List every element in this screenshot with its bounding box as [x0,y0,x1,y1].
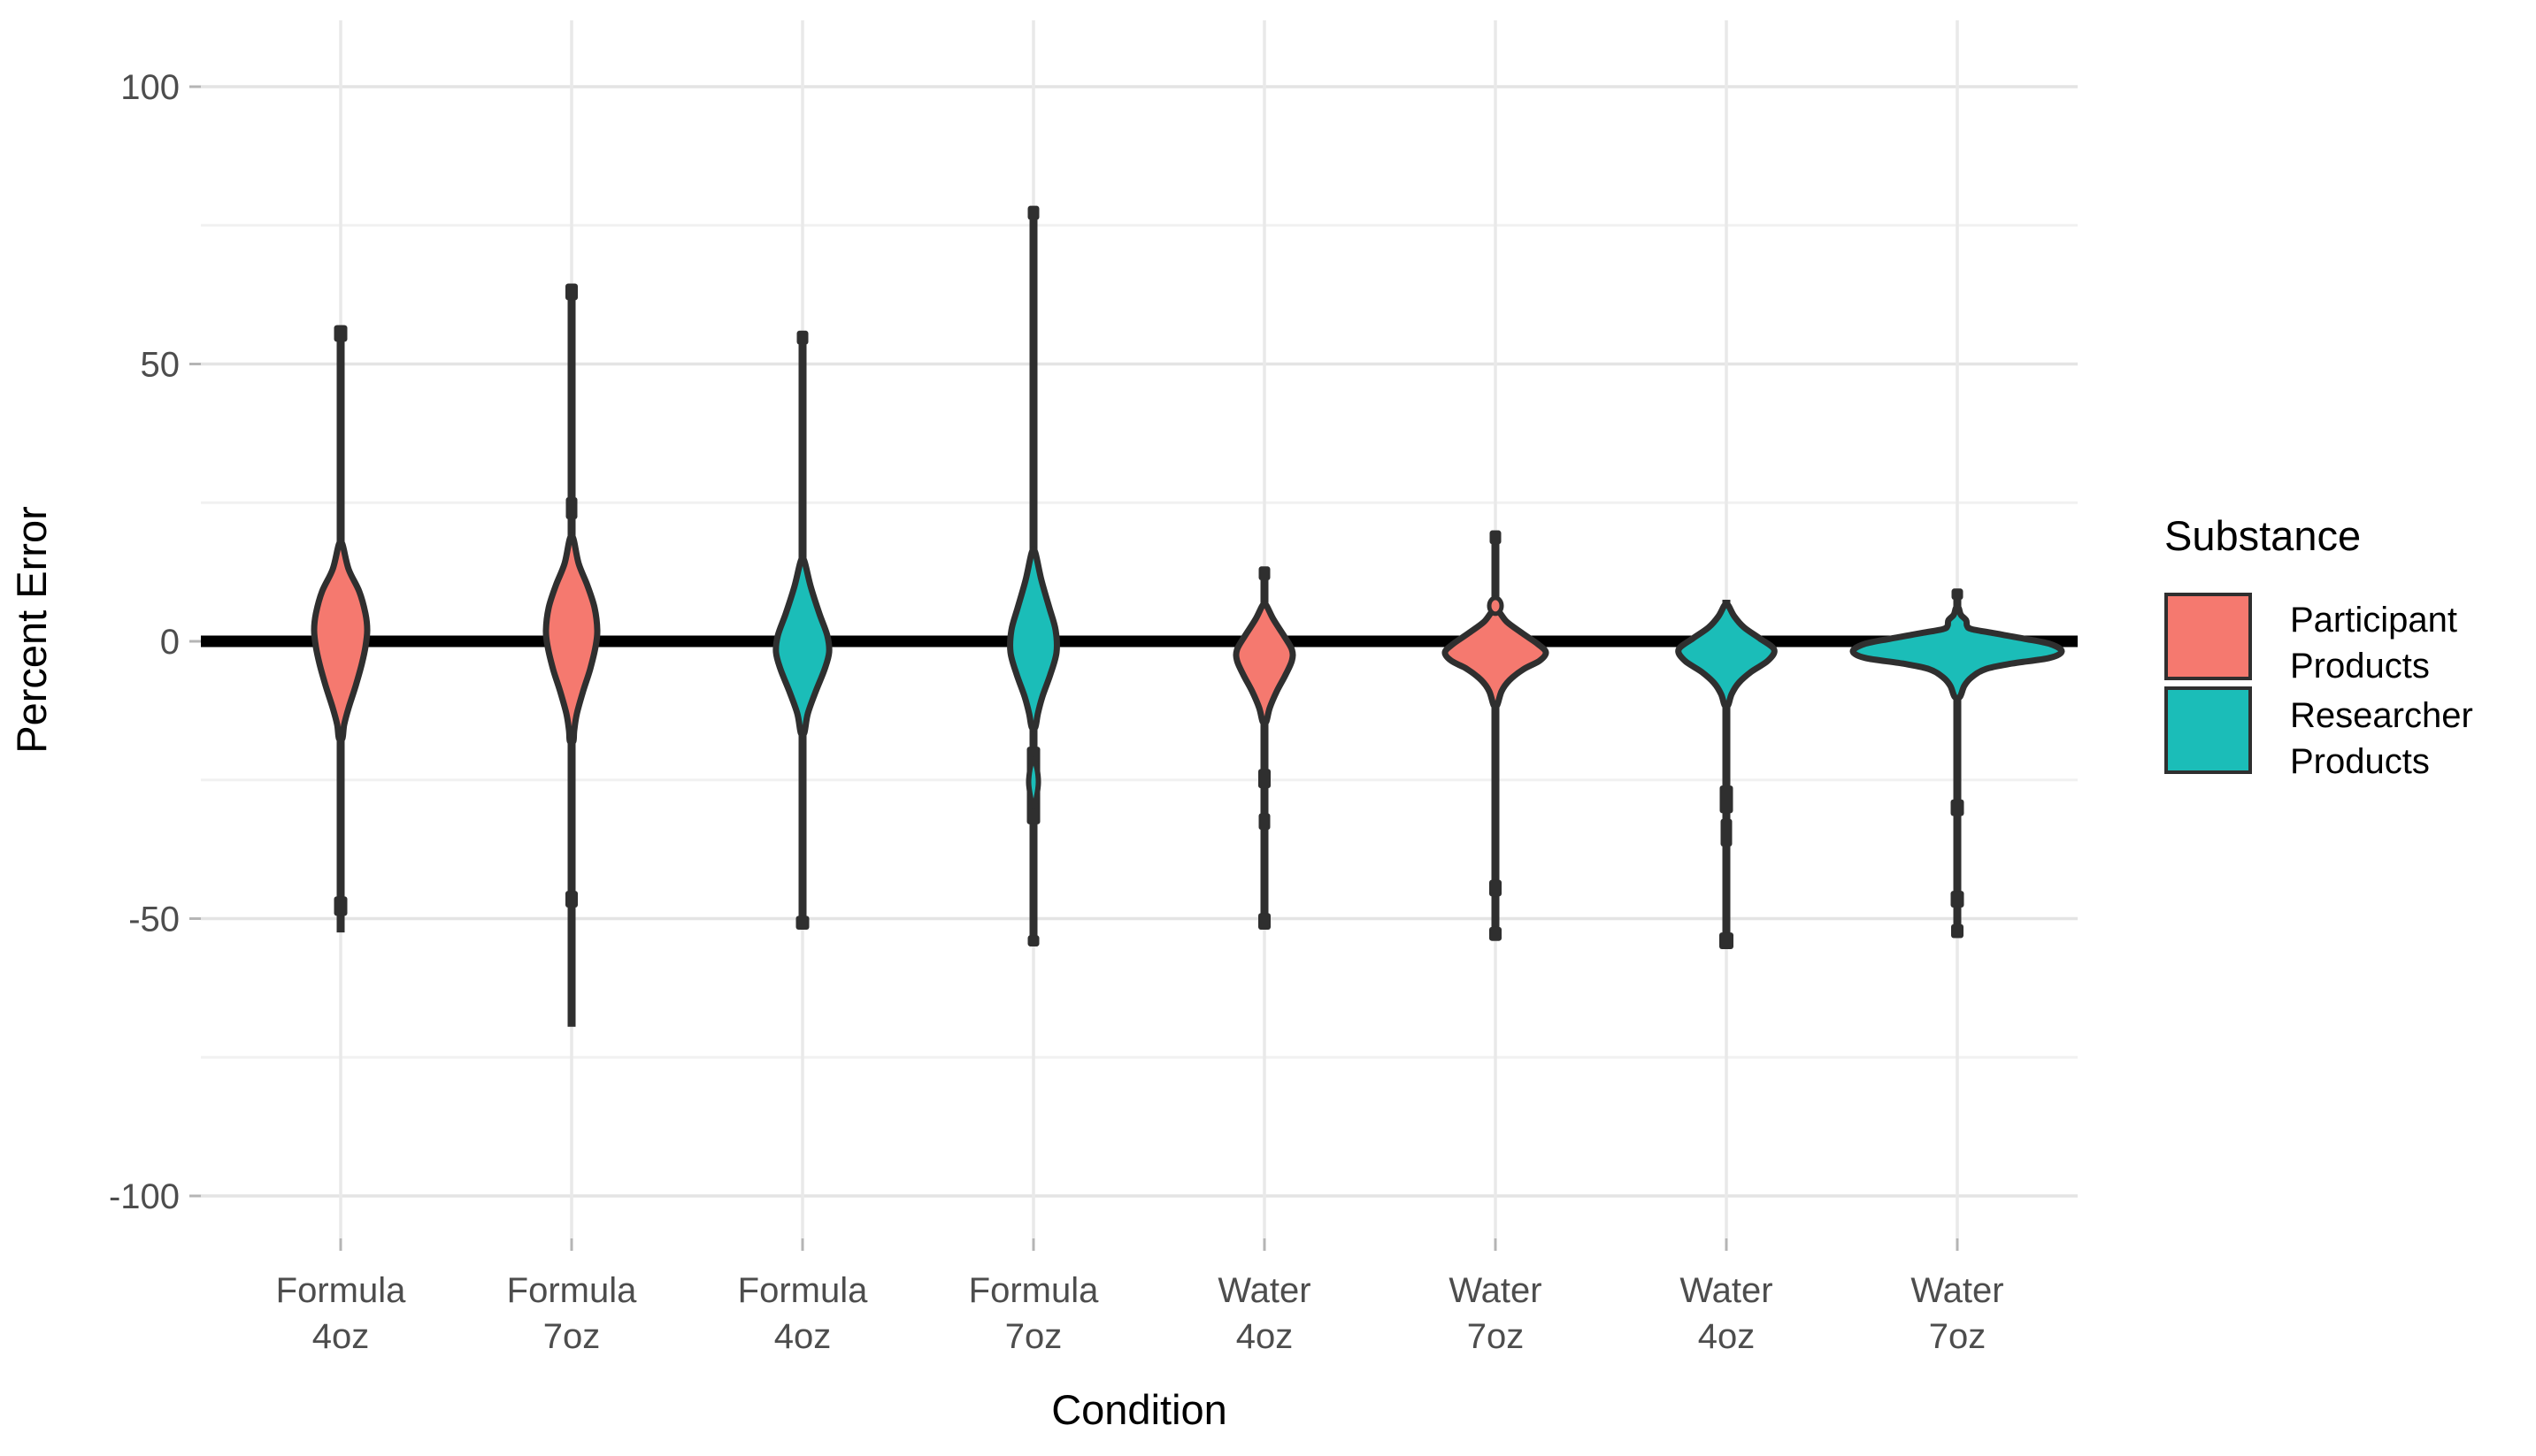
violin-small-bump [1487,595,1504,617]
violin-body [1441,606,1549,710]
violin-density-knot [1027,205,1040,220]
x-tick-label-line1: Formula [276,1271,406,1310]
x-tick-label-line1: Water [1218,1271,1310,1310]
y-tick-label: 0 [160,623,180,662]
y-tick-label: -50 [128,900,180,939]
violin-density-knot [1719,932,1733,949]
violin-secondary-bump [1026,756,1041,809]
violin-density-knot [1951,588,1963,600]
violin-density-knot [1720,818,1733,847]
legend-key-swatch [2164,686,2252,774]
x-axis-title: Condition [1051,1386,1227,1433]
violin-density-knot [1489,530,1502,545]
legend-entry-label: Products [2290,742,2430,781]
legend-key-swatch [2164,593,2252,680]
x-tick-label-line2: 4oz [1236,1317,1294,1356]
x-tick-label-line2: 7oz [543,1317,601,1356]
violin-body [311,538,371,744]
y-axis-title: Percent Error [8,506,55,753]
y-tick-label: 100 [120,68,180,107]
x-tick-label-line2: 4oz [1698,1317,1756,1356]
gridlines [201,20,2078,1238]
x-tick-label-line1: Formula [507,1271,637,1310]
violin-density-knot [1258,769,1271,789]
violin-density-knot [334,325,348,342]
violin-water-7oz-researcher [1849,588,2065,939]
violin-density-knot [565,283,578,301]
violin-density-knot [1950,891,1964,908]
violin-formula-4oz-researcher [772,330,833,931]
violin-density-knot [1258,913,1271,931]
x-tick-label-line2: 4oz [312,1317,370,1356]
x-tick-label-line2: 7oz [1467,1317,1525,1356]
x-tick-label-line2: 7oz [1005,1317,1063,1356]
x-tick-label-line1: Water [1679,1271,1772,1310]
violin-density-knot [1027,935,1040,946]
violin-formula-4oz-participant [311,325,371,933]
violin-body [1007,546,1060,732]
legend: Substance Participant Products Researcher Pr… [2164,512,2473,781]
violin-density-knot [1258,813,1271,831]
violin-formula-7oz-participant [542,283,601,1027]
violin-density-knot [565,496,578,520]
x-tick-label-line1: Water [1910,1271,2003,1310]
violin-water-7oz-participant [1441,530,1549,941]
violin-body [772,555,833,739]
violin-water-4oz-researcher [1675,599,1778,949]
legend-entry-label: Researcher [2290,696,2473,735]
legend-entry-label: Products [2290,647,2430,686]
violin-density-knot [1489,926,1502,941]
violin-body [1233,600,1296,727]
violin-water-4oz-participant [1233,566,1296,931]
violin-density-knot [1950,799,1964,816]
violin-density-knot [1719,785,1733,814]
x-tick-label-line1: Water [1449,1271,1541,1310]
y-tick-label: -100 [109,1177,180,1216]
violin-body [1675,601,1778,710]
violin-density-knot [1489,879,1502,897]
x-tick-label-line2: 4oz [774,1317,832,1356]
x-tick-label-line1: Formula [738,1271,868,1310]
violin-density-knot [565,891,578,908]
axes: 100 50 0 -50 -100 Formula 4oz Formula 7oz Formula… [109,68,2004,1356]
legend-title: Substance [2164,512,2361,559]
violin-density-knot [795,916,810,931]
violin-formula-7oz-researcher [1007,205,1060,946]
legend-entry-label: Participant [2290,601,2457,640]
violin-density-knot [796,330,809,345]
violin-density-knot [334,896,348,916]
violin-density-knot [1951,923,1963,939]
violin-body [1849,603,2065,701]
x-tick-label-line1: Formula [969,1271,1099,1310]
violin-density-knot [1258,566,1271,581]
violin-body [542,532,601,746]
y-tick-label: 50 [141,346,181,385]
x-tick-label-line2: 7oz [1929,1317,1987,1356]
